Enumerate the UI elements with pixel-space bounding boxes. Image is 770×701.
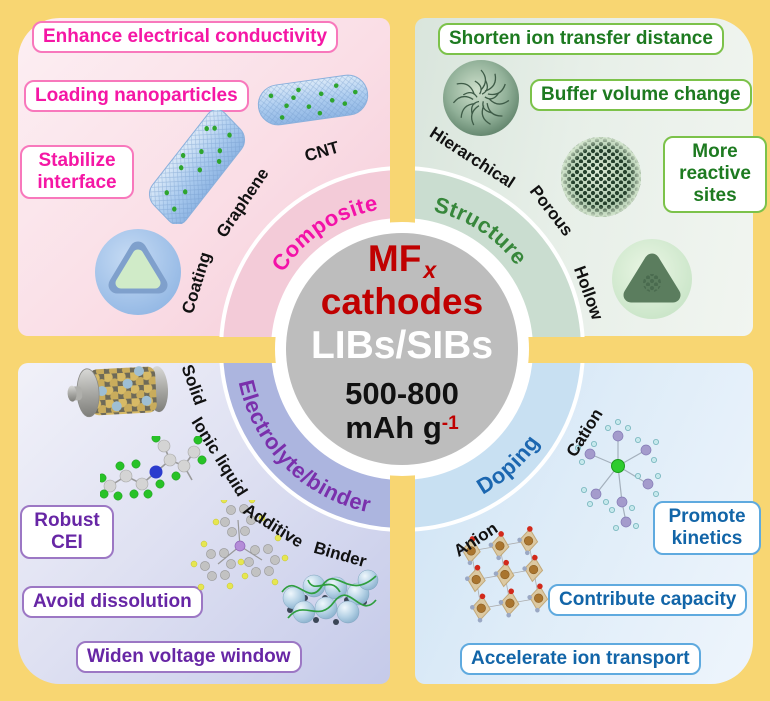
callout-widen-voltage-window: Widen voltage window	[76, 641, 302, 674]
callout-accelerate-ion-transport: Accelerate ion transport	[460, 643, 701, 676]
composite-band	[223, 170, 403, 350]
callout-more-reactive-sites: More reactive sites	[663, 136, 767, 213]
formula-subscript: x	[423, 257, 437, 283]
binder-illustration	[281, 569, 379, 625]
hub-gray-circle	[286, 233, 518, 465]
center-circle-text: MFx cathodes LIBs/SIBs 500-800 mAh g-1	[282, 240, 522, 460]
callout-enhance-conductivity: Enhance electrical conductivity	[32, 21, 339, 54]
callout-shorten-ion-transfer: Shorten ion transfer distance	[438, 23, 724, 56]
ionic-liquid-molecule-illustration	[100, 436, 207, 501]
capacity-unit: mAh g-1	[345, 410, 459, 446]
callout-loading-nanoparticles: Loading nanoparticles	[24, 80, 249, 113]
anion-lattice-illustration	[459, 526, 549, 623]
hollow-particle-illustration	[612, 239, 692, 319]
formula-word: cathodes	[320, 281, 484, 322]
capacity-range: 500-800	[345, 376, 459, 412]
hierarchical-sphere-illustration	[443, 60, 519, 136]
solid-electrolyte-illustration	[67, 366, 169, 418]
structure-band	[401, 170, 581, 350]
electrolyte-binder-quadrant-panel: Robust CEI Avoid dissolution Widen volta…	[18, 363, 390, 684]
callout-avoid-dissolution: Avoid dissolution	[22, 586, 203, 619]
callout-contribute-capacity: Contribute capacity	[548, 584, 748, 617]
battery-types: LIBs/SIBs	[310, 323, 494, 367]
callout-stabilize-interface: Stabilize interface	[20, 145, 134, 200]
callout-robust-cei: Robust CEI	[20, 505, 114, 560]
cnt-illustration	[257, 74, 369, 126]
electrolyte-band	[223, 348, 403, 528]
cation-dopant-illustration	[574, 418, 662, 532]
additive-molecule-illustration	[190, 500, 289, 591]
doping-band	[401, 348, 581, 528]
callout-promote-kinetics: Promote kinetics	[653, 501, 761, 556]
graphene-illustration	[148, 110, 246, 224]
formula-title: MFx	[367, 238, 437, 283]
porous-sphere-illustration	[561, 137, 641, 217]
composite-quadrant-panel: Enhance electrical conductivity Loading …	[18, 18, 390, 336]
capacity-exponent: -1	[441, 413, 459, 435]
callout-buffer-volume-change: Buffer volume change	[530, 79, 752, 112]
coating-core-shell-illustration	[95, 229, 181, 315]
